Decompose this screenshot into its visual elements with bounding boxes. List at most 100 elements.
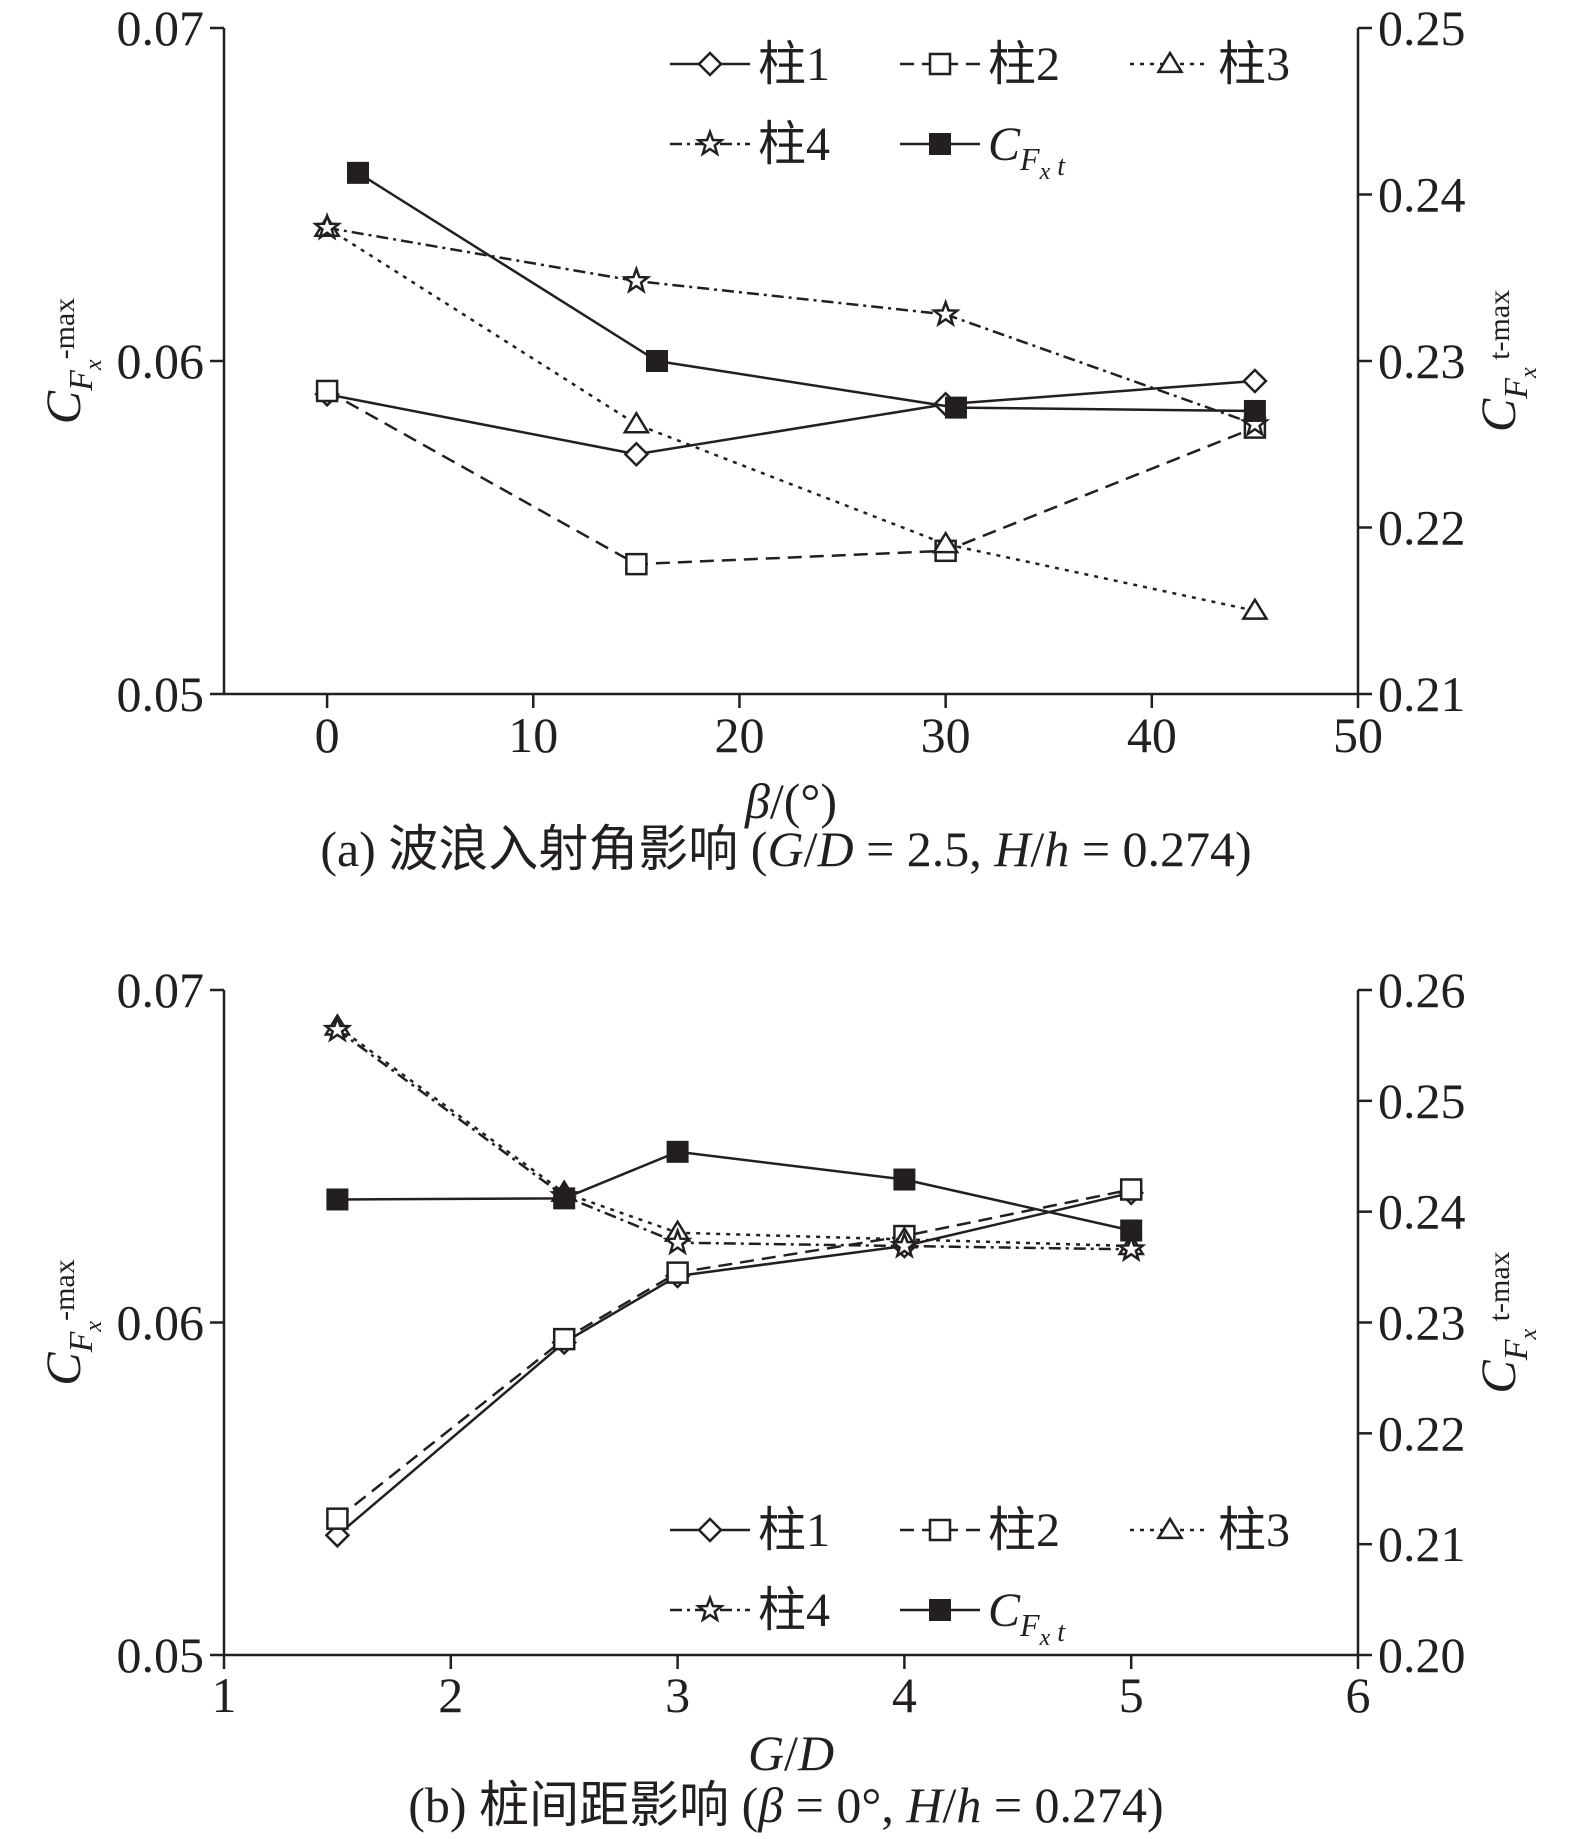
- data-point: [1116, 1233, 1147, 1263]
- series-1: [324, 1180, 1144, 1549]
- x-tick-label: 6: [1346, 1667, 1371, 1723]
- right-y-tick-label: 0.22: [1378, 1405, 1466, 1461]
- data-point: [312, 212, 343, 241]
- left-y-axis-title: CFx-max: [35, 1259, 107, 1385]
- right-y-tick-label: 0.26: [1378, 962, 1466, 1018]
- right-y-axis-title: CFx t-max: [1470, 1251, 1542, 1393]
- data-point: [322, 1014, 353, 1043]
- chart-panel-b: 1 2 3 4 5 6 0.05 0.06 0.07 0.20 0.21 0.22 0.23 0.24 0.…: [35, 962, 1542, 1833]
- data-point: [622, 410, 651, 434]
- left-y-tick-label: 0.05: [117, 1627, 205, 1683]
- legend-item: 柱2: [900, 1504, 1060, 1557]
- data-point: [326, 1188, 349, 1211]
- right-y-tick-label: 0.25: [1378, 0, 1466, 56]
- series-1: [314, 368, 1268, 468]
- series-4: [312, 212, 1270, 438]
- legend-item: 柱4: [670, 1584, 830, 1637]
- x-tick-label: 10: [508, 707, 558, 763]
- x-axis-title: β/(°): [744, 773, 837, 829]
- right-y-tick-label: 0.24: [1378, 167, 1466, 223]
- right-y-tick-label: 0.25: [1378, 1073, 1466, 1129]
- data-point: [931, 530, 960, 554]
- legend-item: CFx t: [900, 1584, 1066, 1651]
- x-tick-label: 1: [212, 1667, 237, 1723]
- legend-label: 柱3: [1218, 1504, 1290, 1557]
- data-point: [326, 1507, 349, 1530]
- x-axis-title: G/D: [748, 1725, 834, 1781]
- left-y-tick-label: 0.05: [117, 666, 205, 722]
- right-y-tick-label: 0.23: [1378, 333, 1466, 389]
- legend-label: 柱3: [1218, 38, 1290, 91]
- legend-label: 柱2: [988, 38, 1060, 91]
- x-tick-label: 20: [714, 707, 764, 763]
- legend-item: 柱4: [670, 118, 830, 171]
- data-point: [623, 441, 650, 468]
- data-point: [621, 265, 652, 294]
- data-point: [666, 1140, 689, 1163]
- data-point: [889, 1230, 920, 1259]
- chart-panel-a: 0 10 20 30 40 50 0.05 0.06 0.07 0.21 0.22 0.23 0.24 0…: [35, 0, 1542, 877]
- data-point: [930, 298, 961, 328]
- data-point: [1120, 1219, 1143, 1242]
- series-line: [326, 226, 1256, 612]
- legend-label: 柱2: [988, 1504, 1060, 1557]
- series-line: [326, 226, 1256, 426]
- right-y-tick-label: 0.24: [1378, 1184, 1466, 1240]
- x-tick-label: 4: [892, 1667, 917, 1723]
- left-y-tick-label: 0.07: [117, 0, 205, 56]
- series-line: [336, 1028, 1132, 1251]
- data-point: [625, 552, 648, 576]
- series-line: [336, 1188, 1132, 1520]
- legend: 柱1 柱2 柱3 柱4 CFx t: [670, 38, 1290, 185]
- data-point: [315, 379, 339, 403]
- right-y-axis-title: CFx t-max: [1470, 290, 1542, 432]
- panel-caption: (b) 桩间距影响 (β = 0°, H/h = 0.274): [408, 1777, 1163, 1833]
- x-tick-label: 5: [1119, 1667, 1144, 1723]
- data-point: [553, 1187, 576, 1210]
- data-point: [944, 396, 967, 419]
- legend-label: 柱4: [758, 118, 830, 171]
- data-point: [1119, 1178, 1143, 1201]
- right-y-tick-label: 0.22: [1378, 500, 1466, 556]
- left-y-tick-label: 0.06: [117, 1295, 205, 1351]
- right-y-tick-label: 0.21: [1378, 666, 1466, 722]
- legend: 柱1 柱2 柱3 柱4 CFx t: [670, 1504, 1290, 1651]
- data-point: [645, 350, 668, 372]
- legend-item: 柱3: [1130, 1504, 1290, 1557]
- x-tick-label: 50: [1333, 707, 1383, 763]
- legend-marker: [694, 1594, 726, 1623]
- x-tick-label: 3: [665, 1667, 690, 1723]
- series-5: [326, 1140, 1143, 1242]
- series-2: [326, 1178, 1143, 1530]
- legend-item: 柱3: [1130, 38, 1290, 91]
- x-tick-label: 0: [315, 707, 340, 763]
- legend-item: 柱1: [670, 1504, 830, 1557]
- x-tick-label: 30: [921, 707, 971, 763]
- data-point: [1241, 597, 1269, 620]
- legend-item: CFx t: [900, 118, 1066, 185]
- legend-marker: [697, 51, 723, 77]
- data-point: [1242, 368, 1268, 394]
- left-y-axis-title: CFx-max: [35, 298, 107, 424]
- legend-marker: [697, 1517, 723, 1543]
- right-y-tick-label: 0.21: [1378, 1516, 1466, 1572]
- legend-label: 柱4: [758, 1584, 830, 1637]
- legend-label: 柱1: [758, 1504, 830, 1557]
- legend-label: CFx t: [988, 118, 1066, 185]
- legend-marker: [928, 1518, 952, 1542]
- data-point: [666, 1261, 689, 1284]
- x-tick-label: 40: [1127, 707, 1177, 763]
- left-y-tick-label: 0.07: [117, 962, 205, 1018]
- legend-marker: [929, 133, 951, 155]
- data-point: [552, 1327, 576, 1351]
- series-line: [326, 389, 1256, 566]
- x-tick-label: 2: [438, 1667, 463, 1723]
- legend-item: 柱2: [900, 38, 1060, 91]
- series-line: [337, 1150, 1132, 1232]
- panel-caption: (a) 波浪入射角影响 (G/D = 2.5, H/h = 0.274): [320, 821, 1251, 877]
- legend-marker: [929, 1599, 951, 1621]
- legend-marker: [1156, 1516, 1184, 1540]
- series-line: [357, 171, 1255, 413]
- legend-item: 柱1: [670, 38, 830, 91]
